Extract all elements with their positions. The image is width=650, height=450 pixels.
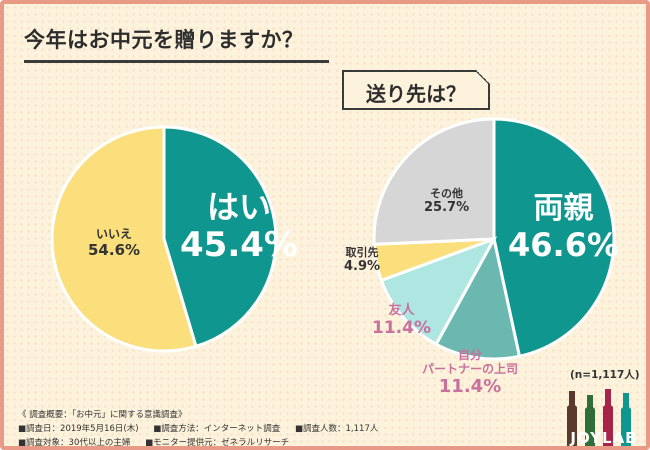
joylab-bottles-logo [567,389,631,446]
label-parents-pct: 46.6% [508,225,620,264]
notes-heading: 《 調査概要：「お中元」に関する意識調査》 [18,410,187,420]
label-friend-name: 友人 [388,303,415,318]
label-no-name: いいえ [96,227,133,241]
pie-slice-1-4 [372,117,496,246]
notes-date: ■調査日：2019年5月16日(木) [18,424,139,434]
subtitle-box: 送り先は？ [342,70,490,110]
main-title: 今年はお中元を贈りますか？ [24,28,304,52]
label-boss-name-2: パートナーの上司 [422,361,519,376]
pie-slice-1-2 [379,236,498,347]
label-other-pct: 25.7% [424,199,470,215]
notes-provider: ■モニター提供元：ゼネラルリサーチ [145,438,290,448]
label-yes: はい 45.4% [180,189,298,265]
label-yes-pct: 45.4% [180,224,298,265]
notes-count: ■調査人数：1,117人 [294,424,379,434]
label-no: いいえ 54.6% [88,227,141,259]
label-friend: 友人 11.4% [372,303,431,338]
title-underline [24,60,329,63]
notes-row-2: ■調査対象：30代以上の主婦 ■モニター提供元：ゼネラルリサーチ [18,436,390,448]
label-boss-pct: 11.4% [438,375,502,397]
pie-slice-1-1 [434,234,522,361]
label-client-name: 取引先 [345,246,379,259]
label-friend-pct: 11.4% [372,317,431,338]
pie-slice-1-0 [492,117,616,359]
survey-notes: 《 調査概要：「お中元」に関する意識調査》 ■調査日：2019年5月16日(木)… [18,408,390,448]
label-boss-name-1: 自分 [458,348,483,362]
label-parents-name: 両親 [533,191,594,226]
notes-target: ■調査対象：30代以上の主婦 [18,438,131,448]
label-other: その他 25.7% [424,187,470,216]
label-boss: 自分 パートナーの上司 11.4% [422,348,519,397]
logo-text: JOYLAB [570,429,638,447]
subtitle: 送り先は？ [366,82,466,106]
pie-slice-0-1 [50,125,198,353]
label-parents: 両親 46.6% [508,191,620,264]
label-yes-name: はい [206,188,271,226]
pie-charts [50,117,616,361]
label-other-name: その他 [430,187,464,200]
label-client-pct: 4.9% [344,258,381,274]
label-no-pct: 54.6% [88,240,141,259]
sample-size: (n=1,117人) [570,369,640,381]
notes-method: ■調査方法：インターネット調査 [153,424,281,434]
notes-row-1: ■調査日：2019年5月16日(木) ■調査方法：インターネット調査 ■調査人数… [18,422,390,436]
label-client: 取引先 4.9% [344,246,381,275]
pie-slice-0-0 [162,125,278,349]
